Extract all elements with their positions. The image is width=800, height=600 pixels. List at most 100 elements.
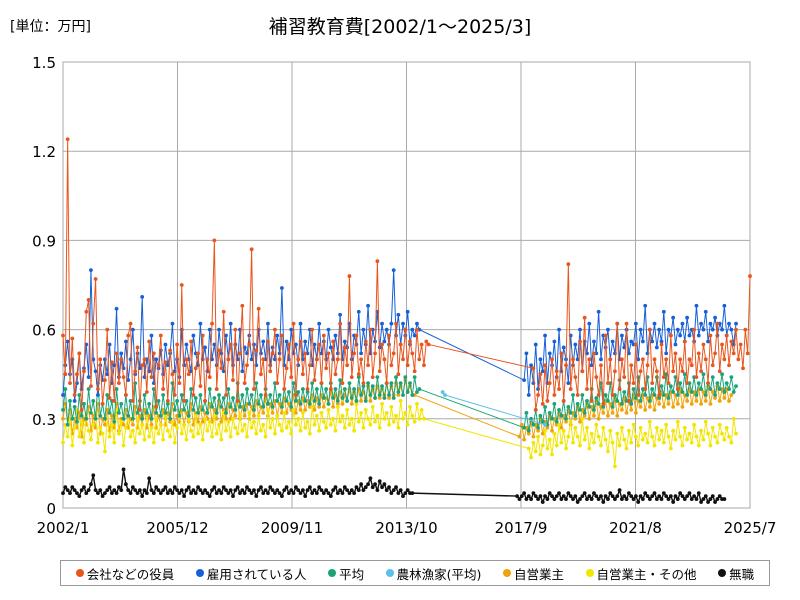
data-point bbox=[349, 416, 354, 421]
data-point bbox=[380, 342, 384, 347]
data-point bbox=[210, 405, 214, 409]
data-point bbox=[724, 381, 729, 386]
data-point bbox=[112, 399, 117, 403]
data-point bbox=[633, 434, 638, 439]
data-point bbox=[266, 407, 270, 412]
data-point bbox=[121, 375, 126, 380]
data-point bbox=[696, 351, 701, 356]
data-point bbox=[545, 497, 550, 501]
data-point bbox=[149, 416, 154, 421]
data-point bbox=[380, 384, 384, 388]
data-point bbox=[620, 407, 624, 412]
data-point bbox=[615, 494, 620, 499]
data-point bbox=[361, 488, 366, 493]
data-point bbox=[706, 381, 710, 386]
data-point bbox=[268, 369, 273, 374]
data-point bbox=[249, 357, 254, 362]
data-point bbox=[554, 419, 559, 424]
data-point bbox=[135, 491, 140, 496]
data-point bbox=[126, 333, 131, 338]
data-point bbox=[666, 497, 671, 501]
data-point bbox=[603, 333, 608, 338]
data-point bbox=[291, 381, 296, 386]
data-point bbox=[240, 488, 245, 493]
data-point bbox=[140, 422, 145, 427]
data-point bbox=[561, 428, 566, 433]
data-point bbox=[661, 309, 666, 314]
data-point bbox=[396, 312, 401, 317]
legend-item: 自営業主・その他 bbox=[585, 564, 697, 583]
data-point bbox=[263, 434, 268, 439]
data-point bbox=[79, 407, 84, 412]
data-point bbox=[536, 387, 540, 391]
data-point bbox=[266, 339, 270, 344]
data-point bbox=[307, 485, 312, 490]
data-point bbox=[394, 413, 398, 418]
data-point bbox=[657, 437, 662, 442]
data-point bbox=[568, 410, 573, 415]
data-point bbox=[352, 387, 356, 391]
data-point bbox=[233, 413, 238, 418]
data-point bbox=[599, 494, 603, 499]
data-point bbox=[592, 407, 596, 412]
data-point bbox=[552, 339, 557, 344]
data-point bbox=[172, 393, 177, 397]
data-point bbox=[298, 407, 303, 412]
data-point bbox=[694, 393, 699, 397]
data-point bbox=[394, 321, 398, 326]
data-point bbox=[228, 342, 233, 347]
data-point bbox=[61, 416, 65, 421]
data-point bbox=[217, 393, 221, 397]
data-point bbox=[165, 399, 170, 403]
data-point bbox=[221, 369, 226, 374]
data-point bbox=[121, 467, 126, 472]
data-point bbox=[601, 410, 606, 415]
data-point bbox=[671, 390, 676, 394]
data-point bbox=[233, 327, 238, 332]
x-tick-label: 2013/10 bbox=[375, 519, 437, 537]
data-point bbox=[249, 491, 254, 496]
data-point bbox=[123, 393, 128, 397]
data-point bbox=[130, 416, 135, 421]
data-point bbox=[536, 428, 540, 433]
data-point bbox=[515, 494, 520, 499]
data-point bbox=[114, 387, 119, 391]
data-point bbox=[182, 399, 187, 403]
data-point bbox=[617, 488, 622, 493]
data-point bbox=[300, 372, 305, 377]
data-point bbox=[284, 339, 289, 344]
data-point bbox=[363, 407, 368, 412]
data-point bbox=[72, 393, 77, 397]
data-point bbox=[266, 402, 270, 406]
data-point bbox=[592, 413, 596, 418]
data-point bbox=[389, 321, 394, 326]
data-point bbox=[522, 437, 527, 442]
data-point bbox=[529, 416, 533, 421]
data-point bbox=[568, 419, 573, 424]
data-point bbox=[585, 497, 589, 501]
data-point bbox=[103, 449, 107, 454]
data-point bbox=[594, 422, 599, 427]
data-point bbox=[161, 407, 166, 412]
data-point bbox=[373, 419, 377, 424]
data-point bbox=[186, 372, 191, 377]
data-point bbox=[582, 491, 587, 496]
data-point bbox=[268, 485, 273, 490]
data-point bbox=[685, 437, 690, 442]
data-point bbox=[298, 321, 303, 326]
data-point bbox=[147, 402, 152, 406]
data-point bbox=[571, 393, 575, 397]
data-point bbox=[547, 437, 552, 442]
data-point bbox=[168, 434, 173, 439]
data-point bbox=[317, 342, 322, 347]
data-point bbox=[636, 393, 641, 397]
data-point bbox=[678, 333, 683, 338]
data-point bbox=[666, 396, 671, 400]
data-point bbox=[196, 431, 200, 436]
data-point bbox=[184, 410, 189, 415]
data-point bbox=[391, 268, 396, 273]
data-point bbox=[231, 416, 235, 421]
data-point bbox=[620, 357, 624, 362]
y-tick-label: 1.5 bbox=[32, 54, 56, 72]
data-point bbox=[543, 333, 547, 338]
